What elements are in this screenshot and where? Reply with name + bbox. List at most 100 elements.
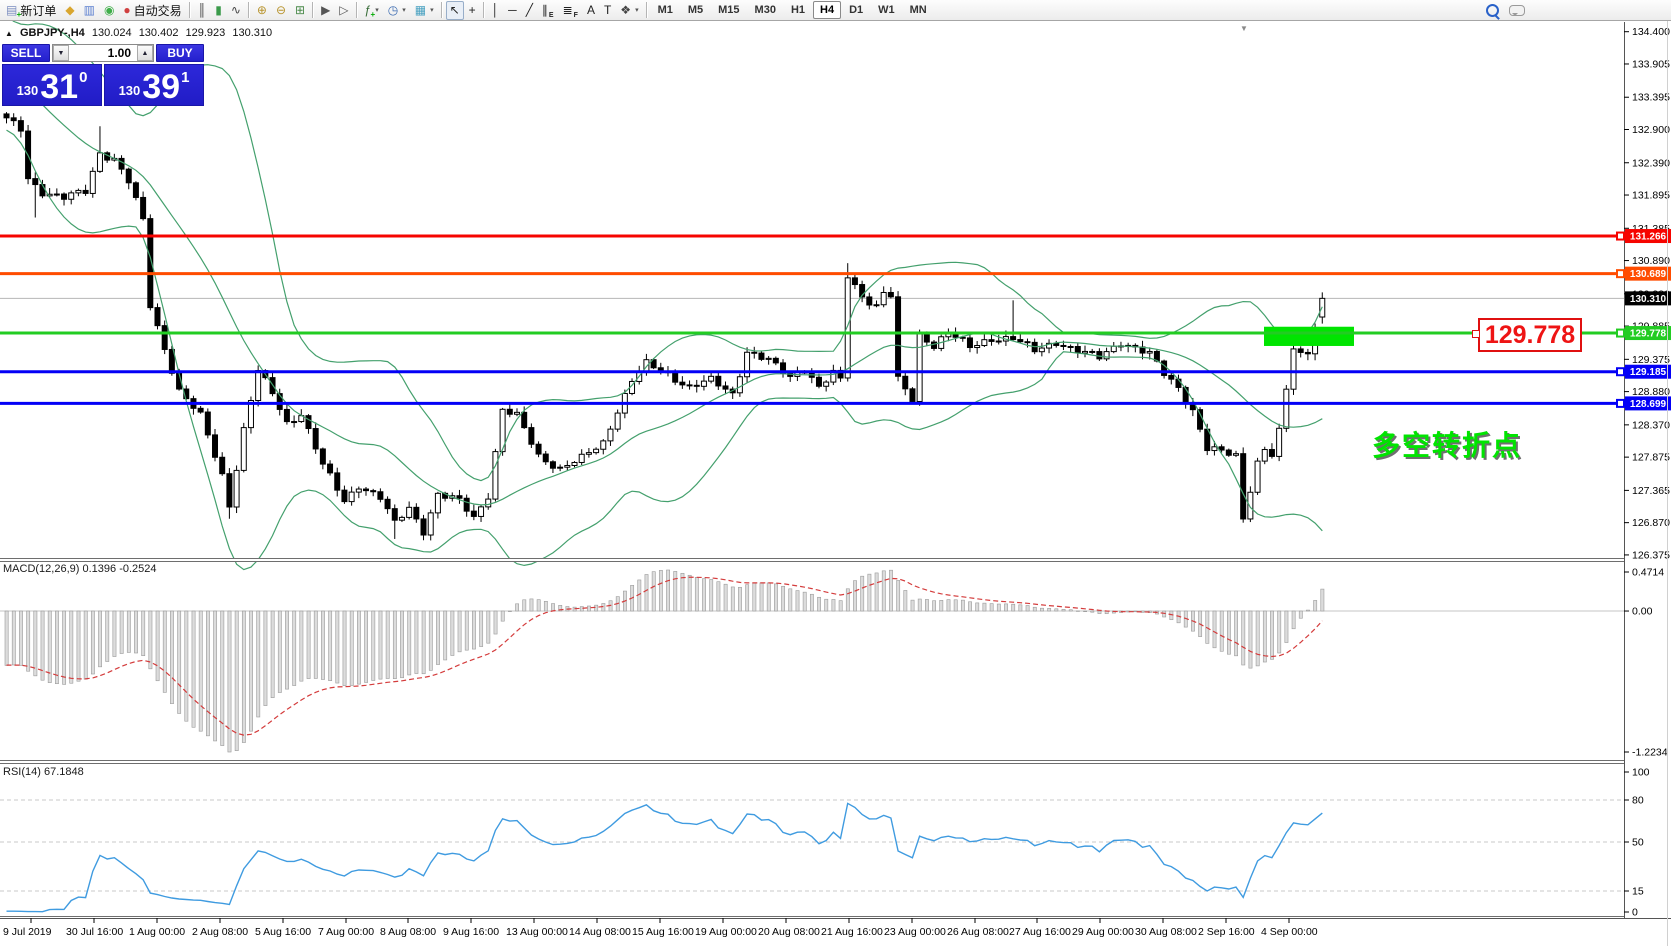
periods-dropdown-icon[interactable]: ▾ xyxy=(402,7,406,14)
draw-label-icon: T xyxy=(603,3,612,17)
svg-text:132.900: 132.900 xyxy=(1632,124,1670,136)
volume-increase-button[interactable]: ▲ xyxy=(137,45,153,61)
timeline-label: 7 Aug 00:00 xyxy=(318,926,374,938)
timeline-label: 23 Aug 00:00 xyxy=(884,926,946,938)
svg-text:127.365: 127.365 xyxy=(1632,485,1670,497)
volume-decrease-button[interactable]: ▼ xyxy=(53,45,69,61)
tile-windows-button[interactable]: ⊞ xyxy=(291,1,309,20)
toolbar-separator xyxy=(482,2,485,18)
chart-bars-button[interactable]: ║ xyxy=(194,1,211,20)
svg-text:134.400: 134.400 xyxy=(1632,26,1670,38)
svg-text:0: 0 xyxy=(1632,907,1638,919)
buy-price-prefix: 130 xyxy=(118,83,141,98)
timeframe-m15[interactable]: M15 xyxy=(718,4,740,16)
new-order-label: 新订单 xyxy=(20,3,57,18)
timeline-label: 29 Aug 00:00 xyxy=(1072,926,1134,938)
svg-text:129.778: 129.778 xyxy=(1630,329,1667,340)
chart-shift-button[interactable]: ▷ xyxy=(335,1,352,20)
search-icon[interactable] xyxy=(1486,3,1499,17)
svg-text:128.370: 128.370 xyxy=(1632,419,1670,431)
indicators-button[interactable]: ƒ + ▾ xyxy=(361,1,383,20)
draw-arrows-dropdown-icon[interactable]: ▾ xyxy=(635,7,639,14)
auto-scroll-icon: ▶ xyxy=(321,3,331,17)
auto-trading-button[interactable]: ● 自动交易 xyxy=(119,1,185,20)
turning-point-annotation[interactable]: 多空转折点 xyxy=(1372,430,1523,461)
draw-vline-button[interactable]: │ xyxy=(488,1,504,20)
timeframe-h4[interactable]: H4 xyxy=(813,1,842,19)
svg-text:80: 80 xyxy=(1632,795,1644,807)
templates-button[interactable]: ▦ ▾ xyxy=(411,1,438,20)
macd-signal-value: -0.2524 xyxy=(119,563,157,575)
tile-windows-icon: ⊞ xyxy=(295,3,306,17)
timeframe-m30[interactable]: M30 xyxy=(754,4,776,16)
draw-arrows-button[interactable]: ❖ ▾ xyxy=(616,1,642,20)
svg-text:130.689: 130.689 xyxy=(1630,269,1667,280)
periods-icon: ◷ xyxy=(387,3,399,17)
data-window-icon: ▥ xyxy=(83,3,95,17)
symbol-info-bar[interactable]: ▲ GBPJPY-,H4 130.024 130.402 129.923 130… xyxy=(5,27,276,39)
buy-price-big: 39 xyxy=(142,68,181,106)
svg-text:131.266: 131.266 xyxy=(1630,232,1667,243)
new-order-icon: ▤ + xyxy=(6,3,22,19)
chart-line-button[interactable]: ∿ xyxy=(227,1,245,20)
timeframe-d1[interactable]: D1 xyxy=(849,4,864,16)
indicators-icon: ƒ + xyxy=(364,3,376,19)
data-window-button[interactable]: ▥ xyxy=(80,1,99,20)
zoom-in-icon: ⊕ xyxy=(256,3,267,17)
timeline-label: 1 Aug 00:00 xyxy=(129,926,185,938)
timeframe-m5[interactable]: M5 xyxy=(687,4,704,16)
sell-price-display[interactable]: 130 31 0 xyxy=(2,64,102,106)
timeline-label: 14 Aug 08:00 xyxy=(569,926,631,938)
svg-text:100: 100 xyxy=(1632,767,1650,779)
timeline-label: 30 Jul 16:00 xyxy=(66,926,123,938)
ohlc-open: 130.024 xyxy=(91,27,132,39)
zoom-out-button[interactable]: ⊖ xyxy=(272,1,290,20)
periods-button[interactable]: ◷ ▾ xyxy=(384,1,410,20)
svg-text:▼: ▼ xyxy=(1240,24,1248,33)
level-price-label[interactable]: 129.778 xyxy=(1478,318,1582,352)
buy-price-sup: 1 xyxy=(181,69,190,86)
chart-shift-icon: ▷ xyxy=(339,3,349,17)
timeframe-mn[interactable]: MN xyxy=(909,4,927,16)
chat-icon[interactable] xyxy=(1509,4,1525,16)
new-order-button[interactable]: ▤ + 新订单 xyxy=(2,1,60,20)
zoom-in-button[interactable]: ⊕ xyxy=(253,1,271,20)
crosshair-button[interactable]: + xyxy=(465,1,480,20)
svg-text:0.00: 0.00 xyxy=(1632,606,1653,618)
timeframe-m1[interactable]: M1 xyxy=(657,4,673,16)
timeframe-h1[interactable]: H1 xyxy=(790,4,806,16)
svg-text:128.699: 128.699 xyxy=(1630,399,1667,410)
timeframe-w1[interactable]: W1 xyxy=(878,4,895,16)
ohlc-close: 130.310 xyxy=(232,27,273,39)
cursor-button[interactable]: ↖ xyxy=(445,0,464,20)
buy-button[interactable]: BUY xyxy=(156,44,204,62)
draw-trendline-button[interactable]: ╱ xyxy=(522,1,537,20)
draw-text-button[interactable]: A xyxy=(583,1,599,20)
chart-candles-button[interactable]: ▮ xyxy=(211,1,226,20)
sell-button[interactable]: SELL xyxy=(2,44,50,62)
navigator-button[interactable]: ◉ xyxy=(100,1,118,20)
draw-hline-button[interactable]: ─ xyxy=(504,1,521,20)
toolbar-separator xyxy=(312,2,315,18)
draw-label-button[interactable]: T xyxy=(600,1,615,20)
templates-dropdown-icon[interactable]: ▾ xyxy=(430,7,434,14)
cursor-icon: ↖ xyxy=(449,3,460,17)
draw-text-icon: A xyxy=(586,3,595,17)
draw-trendline-icon: ╱ xyxy=(525,3,533,17)
market-watch-button[interactable]: ◆ xyxy=(61,1,78,20)
draw-channel-button[interactable]: ∥ E xyxy=(541,3,554,19)
draw-channel-icon: ∥ xyxy=(541,3,548,17)
svg-text:0.4714: 0.4714 xyxy=(1632,567,1664,579)
level-label-connector xyxy=(1472,330,1480,338)
buy-price-display[interactable]: 130 39 1 xyxy=(104,64,204,106)
volume-value[interactable]: 1.00 xyxy=(107,46,131,60)
timeline-label: 21 Aug 16:00 xyxy=(821,926,883,938)
indicators-dropdown-icon[interactable]: ▾ xyxy=(375,7,379,14)
toolbar-separator xyxy=(188,2,191,18)
collapse-icon[interactable]: ▲ xyxy=(5,29,13,38)
draw-fibonacci-button[interactable]: ≣ F xyxy=(562,3,578,19)
auto-scroll-button[interactable]: ▶ xyxy=(317,1,334,20)
volume-stepper: ▼ 1.00 ▲ xyxy=(52,44,154,62)
svg-text:-1.2234: -1.2234 xyxy=(1632,747,1668,759)
